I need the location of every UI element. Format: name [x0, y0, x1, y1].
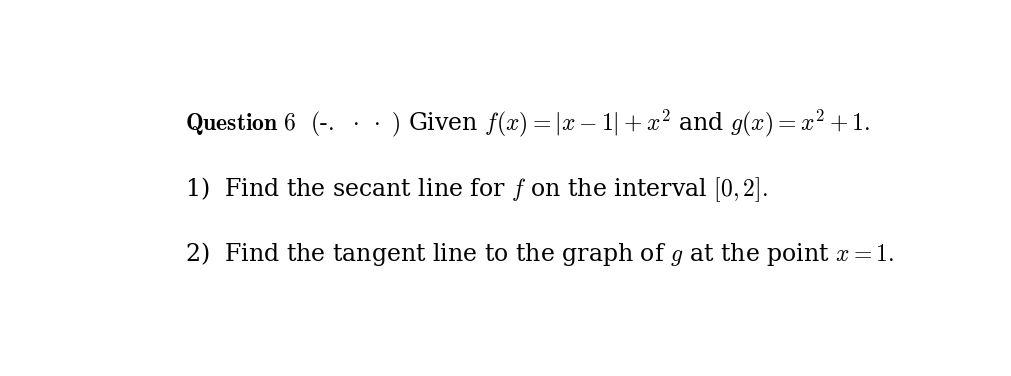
Text: 1)  Find the secant line for $f$ on the interval $[0, 2].$: 1) Find the secant line for $f$ on the i… [185, 176, 767, 204]
Text: $\mathbf{Question\ 6}$  $(\text{-}\text{.}\ \ \cdot\ \cdot\ )$ Given $f(x) = |x : $\mathbf{Question\ 6}$ $(\text{-}\text{.… [185, 108, 869, 139]
Text: 2)  Find the tangent line to the graph of $g$ at the point $x = 1.$: 2) Find the tangent line to the graph of… [185, 240, 894, 268]
